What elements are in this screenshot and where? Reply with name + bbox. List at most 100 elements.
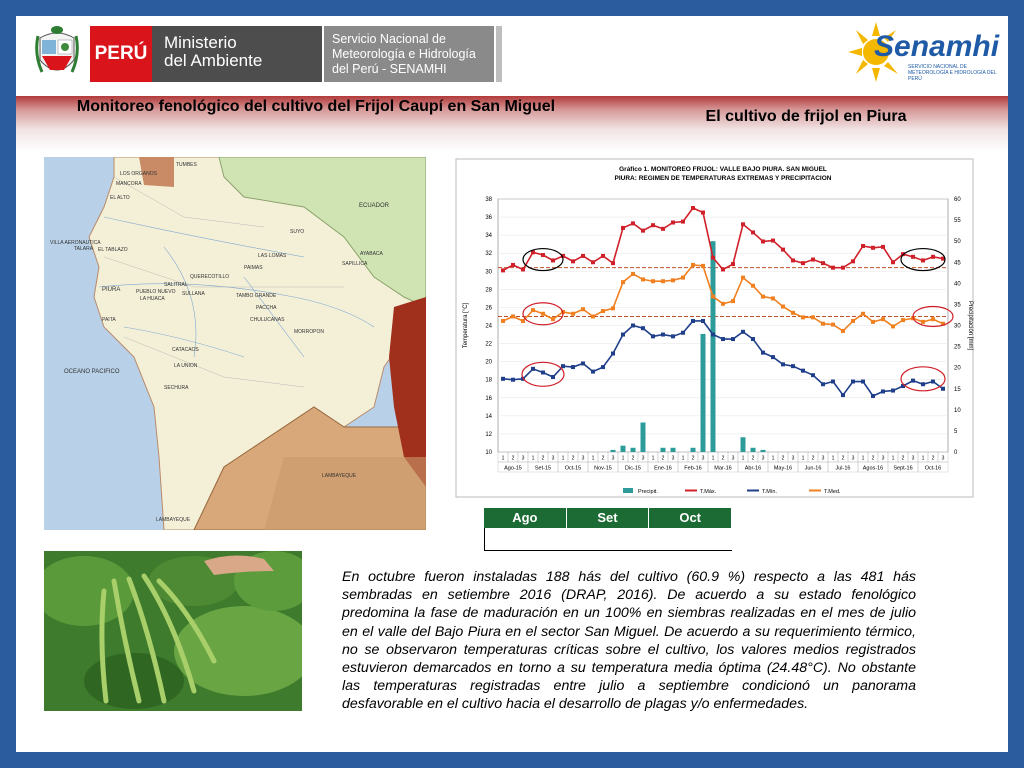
series-point <box>591 260 595 265</box>
decade-label: 2 <box>932 456 935 462</box>
map-label: MANCORA <box>116 181 142 187</box>
series-point <box>751 230 755 235</box>
decade-label: 1 <box>682 456 685 462</box>
y-tick-label: 22 <box>485 342 492 348</box>
series-point <box>751 337 755 342</box>
slide: PERÚ Ministerio del Ambiente Servicio Na… <box>16 16 1008 752</box>
series-point <box>811 257 815 262</box>
y2-tick-label: 15 <box>954 387 961 393</box>
y2-tick-label: 30 <box>954 324 961 330</box>
series-point <box>701 263 705 268</box>
series-point <box>811 315 815 320</box>
series-point <box>611 261 615 266</box>
series-point <box>791 258 795 263</box>
sun-icon <box>848 22 898 82</box>
series-point <box>851 318 855 323</box>
month-label: Feb-16 <box>684 466 701 472</box>
map-label: PAITA <box>102 317 116 323</box>
y2-tick-label: 5 <box>954 429 958 435</box>
decade-label: 3 <box>732 456 735 462</box>
government-logo: PERÚ Ministerio del Ambiente Servicio Na… <box>30 20 502 88</box>
coat-of-arms-icon <box>35 26 79 73</box>
highlight-ellipse <box>521 361 565 387</box>
month-table-body <box>484 528 732 551</box>
series-point <box>511 314 515 319</box>
map-label: SAPILLICA <box>342 261 368 267</box>
series-point <box>781 304 785 309</box>
map-label: LAMBAYEQUE <box>156 517 191 523</box>
page-title: Monitoreo fenológico del cultivo del Fri… <box>76 98 556 115</box>
decade-label: 2 <box>572 456 575 462</box>
map-label: PAIMAS <box>244 265 263 271</box>
month-table-header: Ago Set Oct <box>484 508 733 528</box>
series-point <box>581 307 585 312</box>
beans-image <box>44 551 302 711</box>
y-axis-label: Temperatura [°C] <box>463 302 469 348</box>
month-label: Nov-15 <box>594 466 612 472</box>
map-label: PUEBLO NUEVO <box>136 289 176 295</box>
series-point <box>861 243 865 248</box>
series-point <box>681 219 685 224</box>
y2-tick-label: 55 <box>954 218 961 224</box>
series-point <box>861 379 865 384</box>
series-point <box>911 378 915 383</box>
series-point <box>661 226 665 231</box>
series-point <box>631 271 635 276</box>
highlight-ellipse <box>900 247 946 272</box>
precip-bar <box>760 449 766 452</box>
map-label: LA UNION <box>174 363 198 369</box>
series-point <box>581 253 585 258</box>
decade-label: 1 <box>532 456 535 462</box>
legend-label: T.Mín. <box>762 489 777 495</box>
month-label: Ago-15 <box>504 466 522 472</box>
decade-label: 3 <box>822 456 825 462</box>
decade-label: 2 <box>752 456 755 462</box>
series-point <box>841 265 845 270</box>
series-point <box>771 296 775 301</box>
y2-tick-label: 60 <box>954 197 961 203</box>
legend-label: T.Máx. <box>700 489 717 495</box>
highlight-ellipse <box>900 366 946 392</box>
decade-label: 1 <box>622 456 625 462</box>
series-point <box>561 364 565 369</box>
series-point <box>671 334 675 339</box>
month-label: Sept-16 <box>893 466 912 472</box>
series-point <box>671 220 675 225</box>
series-point <box>751 283 755 288</box>
decade-label: 2 <box>812 456 815 462</box>
series-point <box>701 210 705 215</box>
header: PERÚ Ministerio del Ambiente Servicio Na… <box>16 16 1008 96</box>
series-point <box>891 388 895 393</box>
series-point <box>661 332 665 337</box>
map-label: CHULUCANAS <box>250 317 285 323</box>
series-point <box>661 279 665 284</box>
decade-label: 1 <box>712 456 715 462</box>
map-label: ECUADOR <box>359 203 390 209</box>
series-point <box>601 365 605 370</box>
series-point <box>531 308 535 313</box>
series-point <box>561 253 565 258</box>
month-label: Oct-15 <box>565 466 582 472</box>
series-point <box>721 267 725 272</box>
series-point <box>891 260 895 265</box>
series-point <box>531 366 535 371</box>
series-point <box>621 332 625 337</box>
series-point <box>831 265 835 270</box>
legend-label: Precipit. <box>638 489 658 495</box>
y2-tick-label: 50 <box>954 239 961 245</box>
series-point <box>821 261 825 266</box>
series-point <box>501 376 505 381</box>
series-point <box>691 318 695 323</box>
series-point <box>691 206 695 211</box>
series-point <box>821 382 825 387</box>
series-point <box>571 365 575 370</box>
series-point <box>641 277 645 282</box>
series-point <box>711 294 715 299</box>
series-point <box>681 330 685 335</box>
series-point <box>721 301 725 306</box>
series-point <box>641 228 645 233</box>
map-label: TAMBO GRANDE <box>236 293 277 299</box>
series-point <box>671 278 675 283</box>
precip-bar <box>660 447 666 452</box>
series-point <box>651 223 655 228</box>
